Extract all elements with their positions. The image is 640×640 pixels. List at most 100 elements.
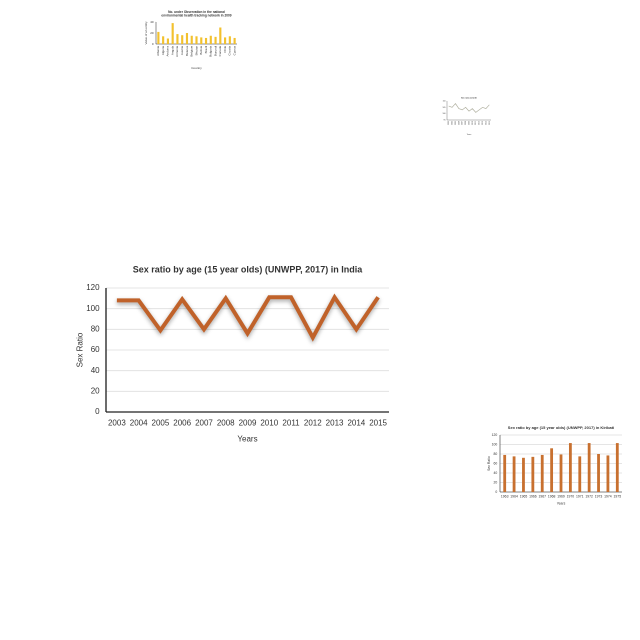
x-tick-label: 2011 bbox=[282, 418, 300, 427]
x-tick-label: Canada bbox=[218, 45, 222, 56]
x-tick-label: 2004 bbox=[130, 418, 148, 427]
x-tick-label: 1972 bbox=[585, 495, 593, 499]
x-axis-label: Years bbox=[467, 134, 472, 136]
x-tick-label: Armenia bbox=[175, 45, 179, 57]
bar bbox=[228, 36, 231, 44]
y-tick-label: 0 bbox=[495, 490, 497, 494]
y-tick-label: 80 bbox=[493, 452, 497, 456]
y-tick-label: 120 bbox=[86, 283, 100, 292]
bar bbox=[559, 454, 563, 492]
y-tick-label: 0 bbox=[152, 42, 154, 46]
x-tick-label: Andorra bbox=[166, 45, 170, 56]
chart-title: Sex ratio by age (15 year olds) (UNWPP, … bbox=[133, 264, 363, 274]
x-tick-label: 2006 bbox=[173, 418, 191, 427]
x-tick-label: 1964 bbox=[510, 495, 518, 499]
bar bbox=[204, 37, 208, 44]
x-tick-label: Chile bbox=[223, 45, 227, 52]
bar bbox=[597, 454, 600, 492]
x-tick-label: 2015 bbox=[489, 121, 491, 125]
x-tick-label: 2009 bbox=[239, 418, 257, 427]
y-axis-label: Value of an entity bbox=[144, 21, 148, 44]
bar bbox=[540, 454, 544, 492]
chart-title: Sex ratio by age (15 year olds) (UNWPP, … bbox=[508, 425, 614, 430]
x-tick-label: 1969 bbox=[557, 495, 565, 499]
x-tick-label: 2007 bbox=[195, 418, 213, 427]
bar bbox=[512, 456, 516, 492]
x-tick-label: 1967 bbox=[538, 495, 546, 499]
x-tick-label: Algeria bbox=[161, 45, 165, 55]
y-tick-label: 40 bbox=[493, 471, 497, 475]
bar bbox=[233, 37, 236, 44]
bar bbox=[200, 37, 203, 44]
y-axis-label: Sex Ratio bbox=[76, 332, 85, 367]
x-tick-label: 2014 bbox=[347, 418, 365, 427]
bar bbox=[522, 457, 525, 492]
bar bbox=[176, 34, 179, 44]
bar bbox=[568, 443, 572, 492]
x-tick-label: 2009 bbox=[468, 121, 470, 125]
x-axis-label: Years bbox=[237, 434, 257, 443]
x-tick-label: 2011 bbox=[475, 121, 477, 125]
y-tick-label: 100 bbox=[86, 304, 100, 313]
x-tick-label: Brazil bbox=[204, 45, 208, 53]
y-tick-label: 80 bbox=[91, 324, 100, 333]
x-tick-label: 1975 bbox=[614, 495, 622, 499]
x-tick-label: 1973 bbox=[595, 495, 603, 499]
x-tick-label: Burundi bbox=[213, 45, 217, 56]
x-tick-label: Cyprus bbox=[232, 45, 236, 55]
bar bbox=[214, 36, 217, 44]
y-tick-label: 100 bbox=[492, 442, 498, 446]
y-tick-label: 120 bbox=[492, 433, 498, 437]
bar bbox=[166, 38, 169, 44]
x-tick-label: 2005 bbox=[455, 121, 457, 125]
y-tick-label: 40 bbox=[91, 366, 100, 375]
x-tick-label: 1965 bbox=[520, 495, 528, 499]
x-tick-label: 1966 bbox=[529, 495, 537, 499]
x-tick-label: Bolivia bbox=[199, 45, 203, 54]
x-tick-label: 2007 bbox=[462, 121, 464, 125]
x-tick-label: 1974 bbox=[604, 495, 612, 499]
bar bbox=[157, 31, 160, 44]
bar bbox=[219, 27, 222, 44]
x-tick-label: 1963 bbox=[501, 495, 509, 499]
bar bbox=[503, 454, 507, 492]
x-tick-label: 2003 bbox=[448, 121, 450, 125]
x-axis-label: Years bbox=[557, 501, 566, 505]
x-tick-label: Belarus bbox=[185, 45, 189, 56]
y-tick-label: 40 bbox=[150, 20, 154, 24]
y-tick-label: 20 bbox=[150, 31, 154, 35]
x-tick-label: Albania bbox=[156, 45, 160, 55]
x-tick-label: Belgium bbox=[190, 45, 194, 56]
line bbox=[448, 102, 490, 113]
bar bbox=[531, 456, 535, 492]
y-tick-label: 60 bbox=[91, 345, 100, 354]
x-tick-label: 2008 bbox=[465, 121, 467, 125]
y-tick-label: 110 bbox=[443, 100, 446, 102]
x-tick-label: 2015 bbox=[369, 418, 387, 427]
x-tick-label: 2005 bbox=[152, 418, 170, 427]
x-tick-label: Austria bbox=[180, 45, 184, 55]
y-tick-label: 0 bbox=[95, 407, 100, 416]
bar bbox=[578, 456, 582, 492]
x-axis-label: Country bbox=[191, 66, 202, 70]
x-tick-label: 2014 bbox=[485, 121, 487, 125]
chart-title: environmental health tracking network in… bbox=[161, 14, 231, 18]
bar bbox=[615, 443, 619, 492]
bar bbox=[171, 23, 174, 44]
bar bbox=[181, 35, 184, 44]
x-tick-label: 2013 bbox=[326, 418, 344, 427]
x-tick-label: 2008 bbox=[217, 418, 235, 427]
y-tick-label: 105 bbox=[443, 107, 446, 109]
y-tick-label: 100 bbox=[443, 113, 446, 115]
x-tick-label: 1971 bbox=[576, 495, 584, 499]
x-tick-label: 2012 bbox=[479, 121, 481, 125]
x-tick-label: Bhutan bbox=[194, 45, 198, 55]
y-tick-label: 95 bbox=[444, 119, 446, 121]
bar bbox=[190, 35, 193, 44]
bar bbox=[550, 448, 554, 492]
y-tick-label: 20 bbox=[91, 386, 100, 395]
bar bbox=[162, 36, 165, 44]
x-tick-label: Angola bbox=[170, 45, 174, 55]
bar bbox=[195, 36, 198, 44]
